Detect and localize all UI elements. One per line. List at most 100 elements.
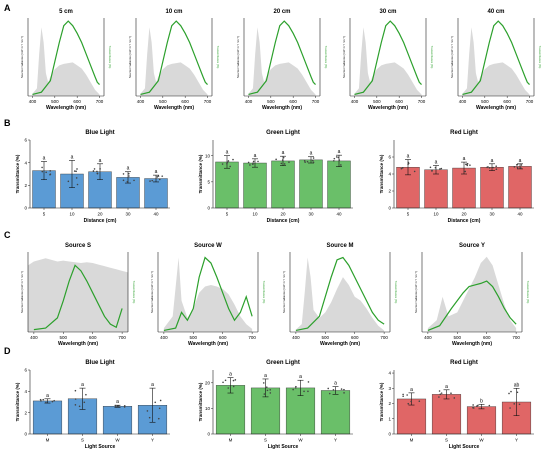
- x-axis-label: Wavelength (nm): [46, 105, 86, 111]
- data-point: [266, 389, 269, 392]
- data-point: [429, 166, 432, 169]
- data-point: [292, 388, 294, 391]
- y-axis-label-left: Source irradiance (mW m⁻² nm⁻¹): [282, 271, 286, 313]
- subplot-title: Source Y: [459, 243, 485, 249]
- subplot-title: Blue Light: [85, 130, 114, 136]
- x-tick-label: 600: [351, 335, 359, 340]
- data-point: [400, 167, 403, 170]
- data-point: [222, 381, 224, 384]
- significance-letter: b: [480, 398, 483, 404]
- data-point: [418, 400, 421, 403]
- data-point: [438, 396, 440, 398]
- x-tick-label: 500: [51, 99, 59, 104]
- data-point: [343, 388, 345, 391]
- data-point: [312, 157, 315, 159]
- significance-letter: a: [264, 373, 267, 379]
- significance-letter: a: [155, 169, 158, 175]
- y-axis-label-left: Source irradiance (mW m⁻² nm⁻¹): [236, 36, 240, 78]
- data-point: [126, 180, 129, 183]
- x-axis-label: Wavelength (nm): [154, 105, 194, 111]
- data-point: [226, 163, 228, 165]
- y-tick-label: 3: [388, 386, 391, 391]
- subplot-title: Green Light: [266, 130, 300, 136]
- source-spectrum-area: [28, 258, 128, 332]
- data-point: [401, 167, 404, 169]
- transmittance-line: [140, 20, 208, 96]
- x-tick-label: M: [229, 438, 233, 443]
- x-tick-label: 500: [481, 99, 489, 104]
- y-axis-label-right: Transmittance (%): [216, 46, 220, 69]
- data-point: [74, 389, 77, 392]
- data-point: [294, 387, 297, 389]
- data-point: [74, 404, 77, 406]
- y-axis-label-right: Transmittance (%): [262, 281, 266, 304]
- bar: [431, 394, 462, 435]
- significance-letter: a: [410, 387, 413, 393]
- significance-letter: a: [99, 158, 102, 164]
- x-tick-label: 600: [503, 99, 511, 104]
- x-tick-label: 700: [512, 335, 520, 340]
- bar: [480, 166, 504, 209]
- source-spectrum-area: [354, 27, 422, 96]
- data-point: [269, 392, 272, 394]
- data-point: [151, 179, 154, 182]
- significance-letter: a: [435, 160, 438, 166]
- x-tick-label: Y: [515, 438, 518, 443]
- bar: [299, 159, 323, 209]
- source-spectrum-area: [462, 27, 530, 96]
- data-point: [327, 387, 330, 390]
- data-point: [495, 168, 498, 171]
- x-tick-label: 700: [96, 99, 104, 104]
- x-tick-label: 40: [517, 212, 523, 217]
- panel-letter-c: C: [4, 230, 11, 240]
- data-point: [516, 166, 519, 169]
- x-axis-label: Wavelength (nm): [368, 105, 408, 111]
- subplot-title: 5 cm: [59, 9, 73, 15]
- data-point: [509, 407, 511, 409]
- transmittance-line: [248, 20, 316, 96]
- data-point: [45, 401, 47, 404]
- data-point: [118, 405, 120, 407]
- data-point: [154, 401, 157, 404]
- data-point: [303, 390, 305, 393]
- x-axis-label: Distance (cm): [448, 218, 481, 224]
- x-tick-label: 500: [322, 335, 330, 340]
- x-tick-label: 400: [30, 335, 38, 340]
- data-point: [252, 160, 255, 163]
- x-tick-label: 40: [153, 212, 159, 217]
- data-point: [282, 156, 285, 159]
- data-point: [227, 387, 230, 389]
- panel-letter-a: A: [4, 3, 11, 13]
- data-point: [99, 168, 101, 170]
- x-tick-label: 20: [280, 212, 286, 217]
- significance-letter: a: [151, 382, 154, 388]
- source-spectrum-area: [32, 27, 100, 96]
- data-point: [328, 392, 331, 395]
- data-point: [75, 170, 77, 173]
- data-point: [232, 379, 235, 382]
- significance-letter: a: [463, 156, 466, 162]
- data-point: [114, 405, 117, 408]
- bar: [215, 385, 246, 435]
- data-point: [275, 158, 277, 161]
- data-point: [492, 166, 494, 169]
- x-tick-label: M: [46, 438, 50, 443]
- x-tick-label: 10: [252, 212, 258, 217]
- data-point: [434, 166, 437, 169]
- source-spectrum-area: [427, 256, 517, 332]
- y-axis-label: Transmittance (%): [15, 382, 20, 421]
- significance-letter: a: [299, 374, 302, 380]
- y-tick-label: 2: [388, 401, 391, 406]
- data-point: [508, 392, 510, 395]
- source-spectrum-area: [163, 257, 253, 332]
- data-point: [93, 168, 96, 170]
- data-point: [123, 406, 126, 408]
- x-tick-label: W: [479, 438, 484, 443]
- x-tick-label: 5: [226, 212, 229, 217]
- data-point: [450, 392, 452, 395]
- data-point: [123, 404, 126, 407]
- data-point: [518, 403, 521, 406]
- x-tick-label: 30: [489, 212, 495, 217]
